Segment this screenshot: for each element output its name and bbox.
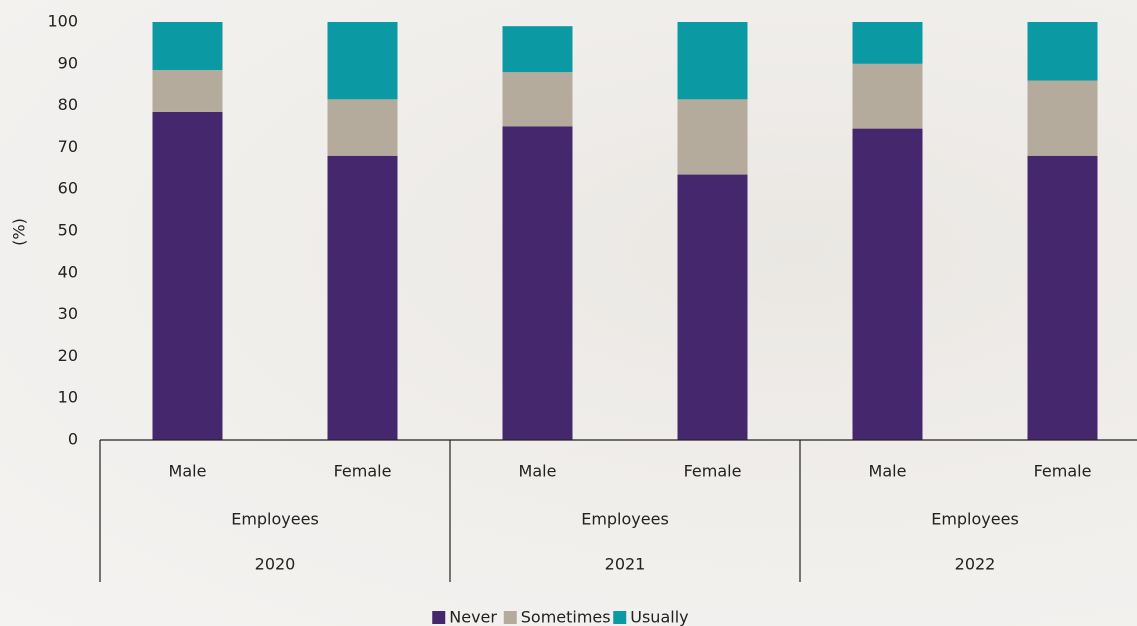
group-label: Employees — [931, 510, 1019, 529]
y-tick-label: 100 — [47, 12, 78, 31]
bar-segment — [852, 22, 923, 64]
bar-segment — [1027, 22, 1098, 81]
bar-segment — [152, 70, 223, 112]
bar-segment — [502, 26, 573, 73]
y-tick-label: 80 — [58, 95, 78, 114]
bar-segment — [327, 155, 398, 440]
y-tick-label: 90 — [58, 53, 78, 72]
x-tick-label: Male — [169, 462, 207, 481]
x-tick-label: Female — [1034, 462, 1092, 481]
bar-segment — [677, 99, 748, 175]
legend-label: Usually — [630, 608, 688, 626]
legend-label: Never — [449, 608, 497, 626]
y-tick-label: 0 — [68, 430, 78, 449]
bar-segment — [852, 128, 923, 440]
x-tick-label: Male — [869, 462, 907, 481]
bar-segment — [677, 22, 748, 100]
y-tick-label: 50 — [58, 221, 78, 240]
bar-segment — [502, 72, 573, 127]
x-tick-label: Female — [334, 462, 392, 481]
legend-swatch — [503, 611, 517, 624]
bar-segment — [152, 22, 223, 71]
y-tick-label: 60 — [58, 179, 78, 198]
bar-segment — [327, 99, 398, 156]
y-tick-label: 70 — [58, 137, 78, 156]
year-label: 2021 — [605, 555, 646, 574]
bar-segment — [852, 63, 923, 129]
x-tick-label: Female — [684, 462, 742, 481]
year-label: 2020 — [255, 555, 296, 574]
bar-segment — [152, 111, 223, 441]
legend-label: Sometimes — [521, 608, 611, 626]
bar-segment — [502, 126, 573, 440]
bar-segment — [677, 174, 748, 440]
bar-segment — [1027, 80, 1098, 156]
y-tick-label: 20 — [58, 346, 78, 365]
legend-swatch — [432, 611, 446, 624]
y-axis-label: (%) — [10, 218, 29, 246]
legend-swatch — [613, 611, 627, 624]
year-label: 2022 — [955, 555, 996, 574]
y-tick-label: 10 — [58, 388, 78, 407]
x-tick-label: Male — [519, 462, 557, 481]
group-label: Employees — [231, 510, 319, 529]
y-tick-label: 40 — [58, 262, 78, 281]
group-label: Employees — [581, 510, 669, 529]
bar-segment — [1027, 155, 1098, 440]
bar-segment — [327, 22, 398, 100]
y-tick-label: 30 — [58, 304, 78, 323]
